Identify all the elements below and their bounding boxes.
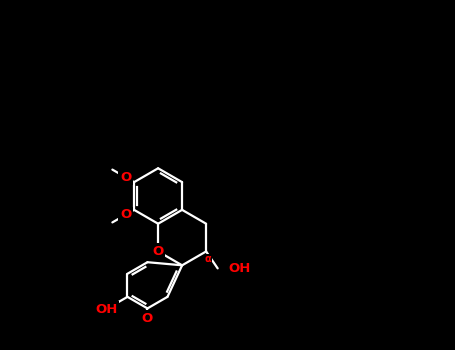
- Text: OH: OH: [228, 262, 251, 275]
- Text: O: O: [152, 245, 164, 258]
- Text: O: O: [120, 171, 131, 184]
- Text: O: O: [120, 208, 131, 221]
- Text: α: α: [204, 254, 211, 264]
- Text: OH: OH: [95, 303, 117, 316]
- Text: O: O: [142, 312, 153, 324]
